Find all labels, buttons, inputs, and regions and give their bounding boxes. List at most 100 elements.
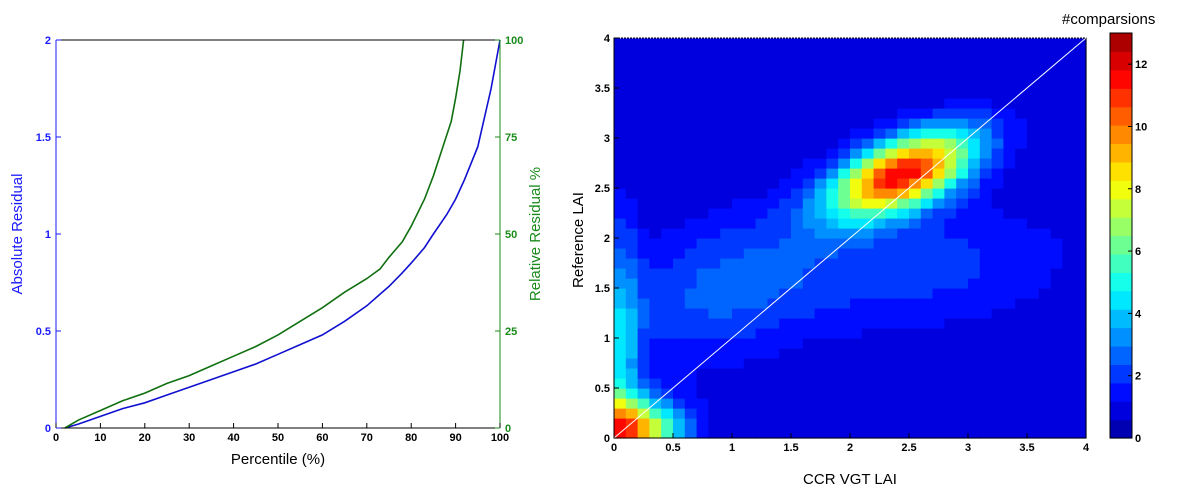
heatmap-cell [1062, 148, 1075, 159]
heatmap-cell [979, 88, 993, 99]
heatmap-cell [838, 128, 851, 139]
heatmap-cell [661, 78, 674, 89]
heatmap-cell [1027, 418, 1040, 429]
heatmap-cell [814, 278, 827, 289]
heatmap-cell [920, 368, 934, 379]
heatmap-cell [956, 308, 969, 319]
heatmap-cell [814, 88, 827, 99]
heatmap-cell [979, 388, 993, 399]
heatmap-cell [802, 288, 816, 299]
heatmap-cell [614, 278, 627, 289]
heatmap-cell [755, 388, 768, 399]
heatmap-cell [1027, 318, 1040, 329]
heatmap-cell [873, 318, 886, 329]
heatmap-cell [732, 388, 745, 399]
heatmap-cell [909, 358, 922, 369]
heatmap-cell [814, 228, 827, 239]
heatmap-cell [802, 418, 816, 429]
heatmap-cell [649, 348, 662, 359]
heatmap-cell [625, 138, 639, 149]
heatmap-cell [897, 58, 910, 69]
heatmap-cell [838, 388, 851, 399]
heatmap-cell [1015, 328, 1028, 339]
heatmap-cell [720, 198, 733, 209]
heatmap-cell [720, 348, 733, 359]
heatmap-cell [802, 118, 816, 129]
heatmap-cell [696, 378, 709, 389]
heatmap-cell [791, 148, 804, 159]
heatmap-cell [708, 308, 721, 319]
heatmap-cell [673, 68, 686, 79]
heatmap-cell [708, 98, 721, 109]
heatmap-cell [708, 108, 721, 119]
heatmap-cell [1038, 428, 1052, 439]
heatmap-cell [625, 148, 639, 159]
heatmap-cell [1074, 378, 1087, 389]
heatmap-cell [755, 78, 768, 89]
heatmap-cell [767, 88, 780, 99]
heatmap-cell [814, 128, 827, 139]
heatmap-cell [802, 278, 816, 289]
heatmap-cell [979, 208, 993, 219]
y-right-tick-label: 75 [505, 132, 517, 144]
heatmap-cell [814, 198, 827, 209]
heatmap-cell [802, 78, 816, 89]
heatmap-cell [861, 428, 875, 439]
heatmap-cell [743, 138, 757, 149]
heatmap-cell [944, 98, 957, 109]
heatmap-cell [696, 88, 709, 99]
heatmap-cell [850, 358, 863, 369]
heatmap-cell [720, 308, 733, 319]
heatmap-cell [720, 318, 733, 329]
heatmap-cell [1027, 88, 1040, 99]
heatmap-cell [873, 178, 886, 189]
heatmap-cell [684, 198, 698, 209]
heatmap-cell [637, 178, 650, 189]
heatmap-cell [979, 128, 993, 139]
heatmap-cell [1038, 158, 1052, 169]
heatmap-cell [732, 208, 745, 219]
heatmap-cell [614, 398, 627, 409]
heatmap-cell [850, 128, 863, 139]
heatmap-cell [814, 308, 827, 319]
heatmap-cell [838, 318, 851, 329]
heatmap-cell [661, 348, 674, 359]
x-tick-label: 1 [729, 442, 735, 454]
absolute-residual-line [64, 39, 501, 429]
heatmap-cell [826, 118, 839, 129]
heatmap-cell [802, 358, 816, 369]
heatmap-cell [932, 398, 945, 409]
heatmap-cell [696, 428, 709, 439]
heatmap-cell [649, 288, 662, 299]
heatmap-cell [637, 298, 650, 309]
heatmap-cell [1015, 98, 1028, 109]
heatmap-cell [885, 118, 898, 129]
heatmap-cell [767, 48, 780, 59]
heatmap-cell [696, 168, 709, 179]
heatmap-cell [673, 258, 686, 269]
heatmap-cell [1074, 138, 1087, 149]
heatmap-cell [708, 118, 721, 129]
heatmap-cell [944, 388, 957, 399]
heatmap-cell [708, 138, 721, 149]
heatmap-cell [920, 308, 934, 319]
heatmap-cell [1074, 108, 1087, 119]
heatmap-cell [1074, 428, 1087, 439]
heatmap-cell [743, 58, 757, 69]
heatmap-cell [826, 198, 839, 209]
heatmap-cell [791, 138, 804, 149]
colorbar-band [1110, 327, 1132, 347]
heatmap-cell [637, 378, 650, 389]
heatmap-cell [1015, 308, 1028, 319]
heatmap-cell [720, 108, 733, 119]
heatmap-cell [991, 158, 1004, 169]
heatmap-cell [755, 198, 768, 209]
heatmap-cell [720, 208, 733, 219]
heatmap-cell [673, 368, 686, 379]
heatmap-cell [850, 428, 863, 439]
heatmap-cell [1074, 368, 1087, 379]
heatmap-cell [838, 408, 851, 419]
heatmap-cell [791, 308, 804, 319]
heatmap-cell [720, 378, 733, 389]
heatmap-cell [885, 268, 898, 279]
